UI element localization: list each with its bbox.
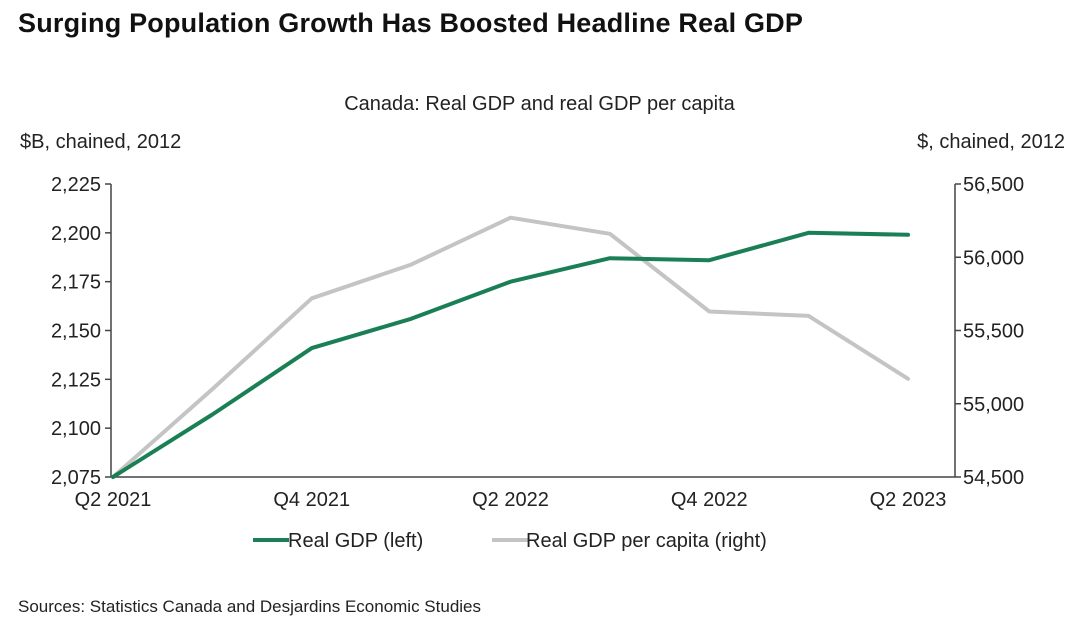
x-tick-label: Q2 2022	[472, 489, 549, 511]
right-y-tick-label: 55,500	[963, 321, 1024, 343]
left-y-tick-label: 2,075	[51, 467, 101, 489]
chart-axes: 2,075 2,100 2,125 2,150 2,175 2,200 2,225 54,50…	[51, 174, 1024, 511]
right-y-tick-label: 55,000	[963, 394, 1024, 416]
real-gdp-per-capita-line	[111, 215, 910, 479]
chart-legend: Real GDP (left) Real GDP per capita (righ…	[253, 530, 767, 552]
left-y-tick-label: 2,100	[51, 418, 101, 440]
right-axis-unit-label: $, chained, 2012	[917, 131, 1065, 153]
left-y-tick-label: 2,200	[51, 223, 101, 245]
left-y-tick-label: 2,225	[51, 174, 101, 196]
right-y-tick-label: 56,500	[963, 174, 1024, 196]
left-axis-unit-label: $B, chained, 2012	[20, 131, 182, 153]
chart-series	[111, 215, 910, 479]
page-title: Surging Population Growth Has Boosted He…	[18, 8, 804, 38]
x-tick-label: Q2 2021	[75, 489, 152, 511]
chart-title: Canada: Real GDP and real GDP per capita	[344, 93, 735, 115]
legend-label: Real GDP per capita (right)	[526, 530, 767, 552]
left-y-tick-label: 2,125	[51, 369, 101, 391]
x-tick-label: Q4 2021	[273, 489, 350, 511]
left-y-tick-label: 2,150	[51, 321, 101, 343]
real-gdp-line	[111, 230, 910, 479]
legend-label: Real GDP (left)	[288, 530, 423, 552]
x-tick-label: Q2 2023	[870, 489, 947, 511]
left-y-tick-label: 2,175	[51, 272, 101, 294]
right-y-tick-label: 56,000	[963, 247, 1024, 269]
x-tick-label: Q4 2022	[671, 489, 748, 511]
right-y-tick-label: 54,500	[963, 467, 1024, 489]
source-note: Sources: Statistics Canada and Desjardin…	[18, 597, 482, 616]
